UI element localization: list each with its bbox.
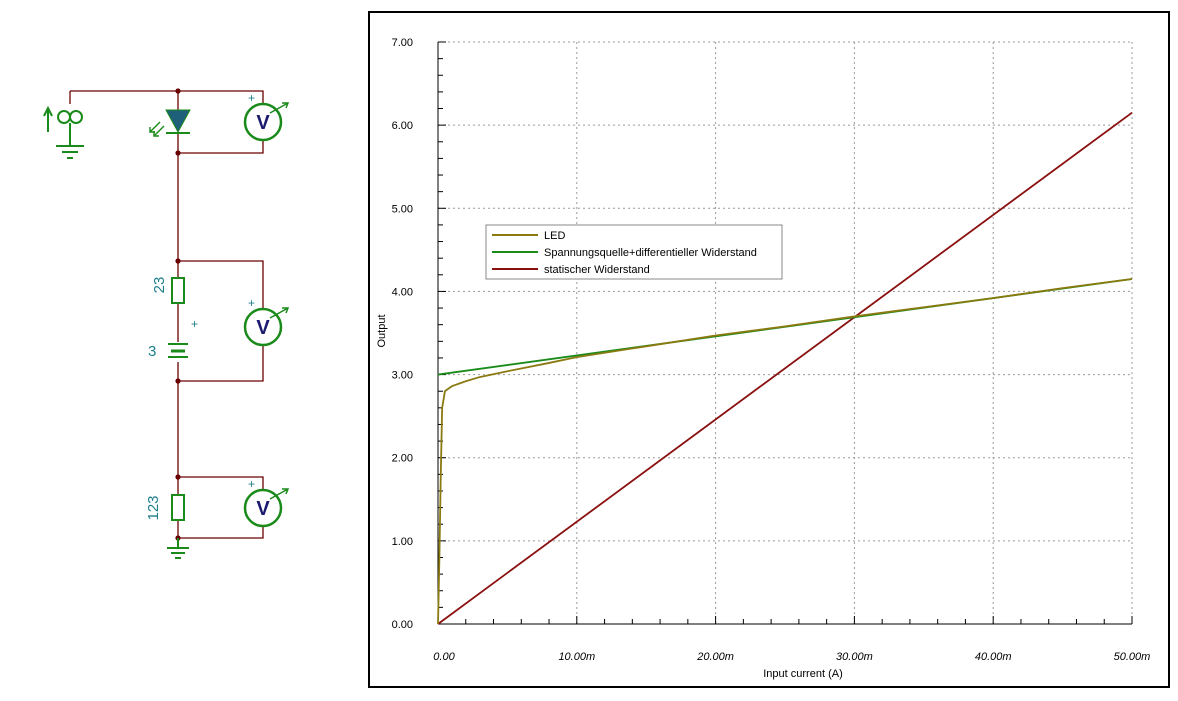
y-tick-label: 6.00 — [392, 120, 413, 132]
circuit-schematic: 23 + 3 123 V + V + V + — [43, 88, 290, 559]
led-icon — [149, 109, 191, 137]
voltmeter-icon: V + — [243, 477, 290, 528]
y-tick-label: 4.00 — [392, 286, 413, 298]
x-tick-label: 40.00m — [975, 651, 1012, 663]
x-tick-label: 10.00m — [558, 651, 595, 663]
y-tick-label: 2.00 — [392, 453, 413, 465]
resistor-icon — [171, 494, 185, 521]
series-line-2 — [437, 111, 1133, 625]
battery-value-label: 3 — [148, 343, 156, 360]
battery-polarity-label: + — [191, 317, 198, 331]
y-tick-label: 0.00 — [392, 619, 413, 631]
x-tick-label: 30.00m — [836, 651, 873, 663]
legend-entry: statischer Widerstand — [544, 264, 650, 276]
current-source-icon — [43, 105, 84, 159]
wires — [69, 90, 264, 539]
legend: LED Spannungsquelle+differentieller Wider… — [485, 224, 783, 280]
voltmeter-letter: V — [256, 498, 270, 520]
tick-marks — [437, 41, 1133, 625]
tick-labels: 0.00 10.00m 20.00m 30.00m 40.00m 50.00m 0.00 1.… — [392, 37, 1151, 663]
ground-icon — [167, 538, 189, 559]
voltmeter-icon: V + — [243, 296, 290, 347]
chart: 0.00 10.00m 20.00m 30.00m 40.00m 50.00m 0.00 1.… — [376, 37, 1151, 680]
voltmeter-letter: V — [256, 112, 270, 134]
series-lines — [437, 111, 1133, 625]
legend-entry: LED — [544, 230, 565, 242]
plot-frame — [368, 11, 1170, 688]
y-tick-label: 5.00 — [392, 203, 413, 215]
resistor-icon — [171, 277, 185, 304]
x-axis-label: Input current (A) — [763, 668, 842, 680]
y-tick-label: 7.00 — [392, 37, 413, 49]
voltmeter-letter: V — [256, 317, 270, 339]
y-tick-label: 1.00 — [392, 536, 413, 548]
voltmeter-polarity: + — [248, 296, 255, 310]
resistor2-value-label: 123 — [145, 495, 162, 520]
y-axis-label: Output — [376, 314, 388, 347]
x-tick-label: 0.00 — [433, 651, 455, 663]
resistor1-value-label: 23 — [151, 277, 168, 294]
series-line-0 — [437, 278, 1133, 625]
battery-icon — [168, 343, 188, 358]
y-tick-label: 3.00 — [392, 370, 413, 382]
x-tick-label: 20.00m — [696, 651, 734, 663]
voltmeter-icon: V + — [243, 91, 290, 142]
grid — [437, 41, 1133, 625]
voltmeter-polarity: + — [248, 477, 255, 491]
voltmeter-polarity: + — [248, 91, 255, 105]
x-tick-label: 50.00m — [1114, 651, 1151, 663]
legend-entry: Spannungsquelle+differentieller Widersta… — [544, 247, 757, 259]
axes — [437, 42, 1132, 625]
